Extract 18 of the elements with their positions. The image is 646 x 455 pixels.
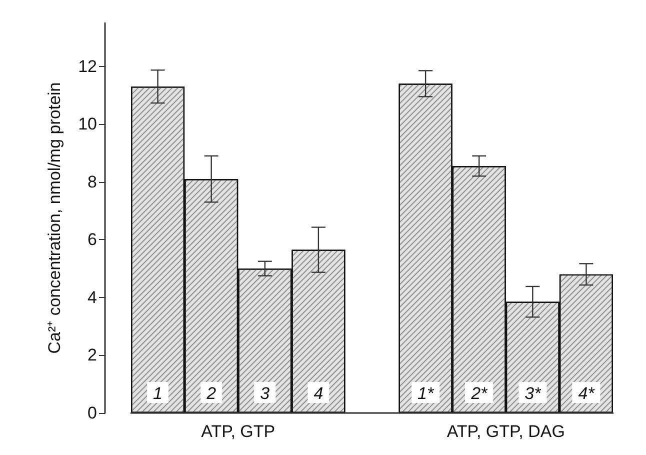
x-tick-label: 1 bbox=[153, 384, 163, 403]
y-tick-label: 12 bbox=[78, 56, 97, 76]
y-tick-label: 8 bbox=[88, 172, 97, 192]
y-tick-label: 2 bbox=[88, 346, 97, 365]
x-tick-label: 4 bbox=[314, 384, 324, 403]
x-tick-label: 3 bbox=[260, 384, 270, 403]
y-tick-label: 6 bbox=[88, 230, 97, 250]
y-tick-label: 0 bbox=[88, 404, 97, 422]
y-tick-label: 10 bbox=[78, 114, 97, 134]
y-tick-label: 4 bbox=[88, 288, 97, 307]
x-tick-label: 4* bbox=[578, 384, 596, 403]
x-tick-label: 3* bbox=[524, 384, 542, 403]
x-tick-label: 1* bbox=[418, 384, 435, 403]
text: ATP, GTP bbox=[201, 422, 276, 441]
text: ATP, GTP, DAG bbox=[446, 422, 565, 441]
x-tick-label: 2 bbox=[206, 384, 217, 403]
y-axis-title: Ca²⁺ concentration, nmol/mg protein bbox=[45, 82, 64, 354]
x-tick-label: 2* bbox=[470, 384, 489, 403]
